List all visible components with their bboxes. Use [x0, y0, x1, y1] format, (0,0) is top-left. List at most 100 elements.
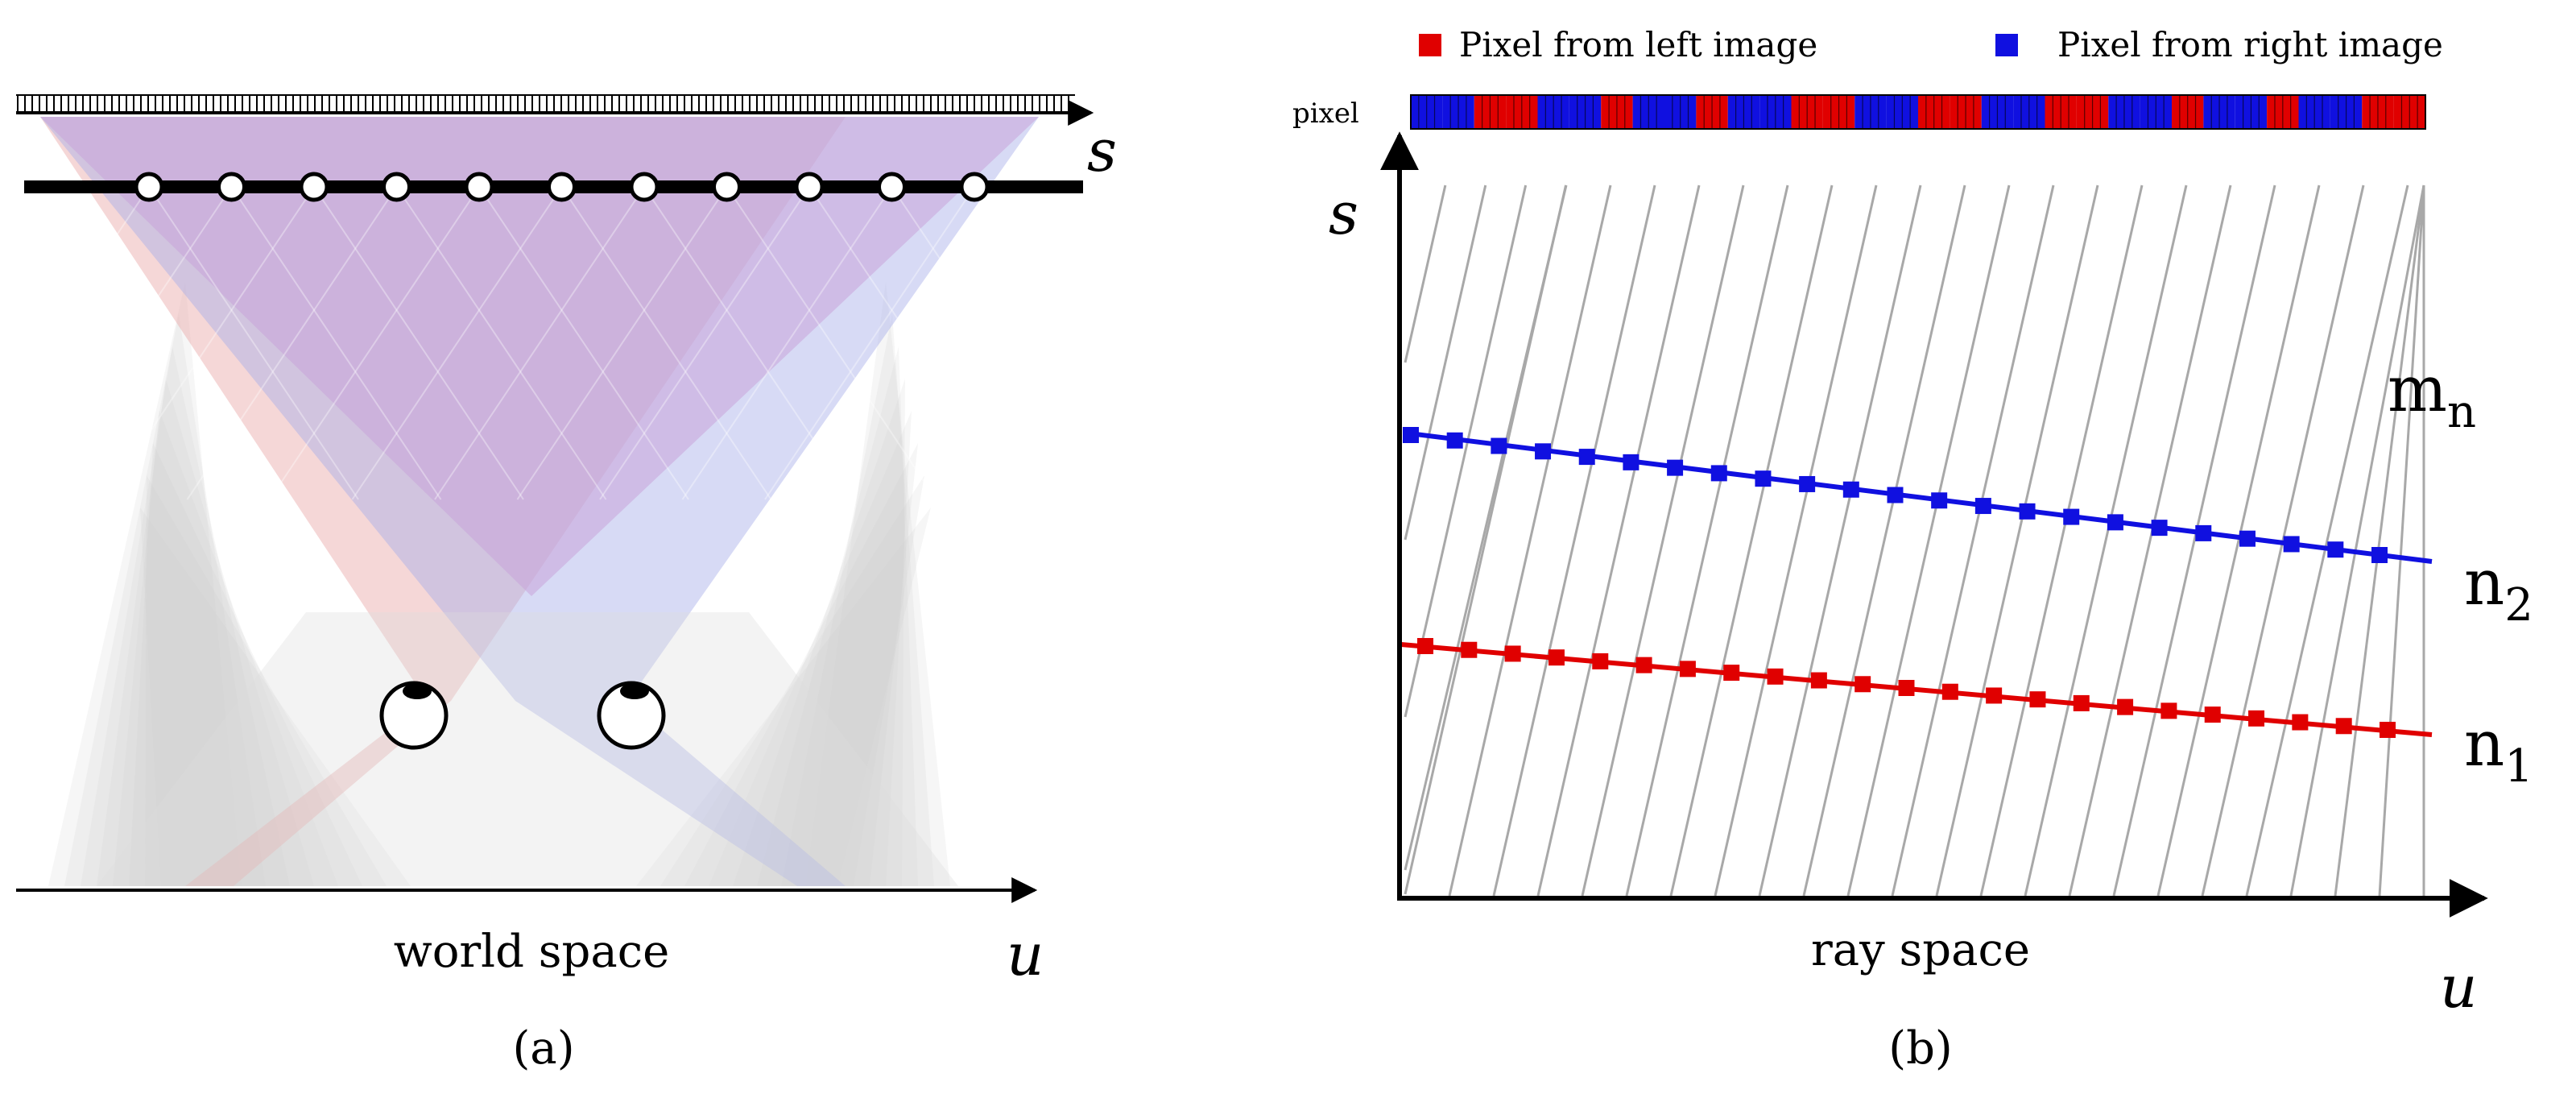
lattice-line [230, 186, 442, 500]
blue-marker [1842, 481, 1859, 498]
blue-marker [1623, 454, 1639, 470]
lattice-line [643, 186, 854, 500]
pinhole [547, 172, 577, 202]
blue-marker [1931, 492, 1948, 509]
lattice-line [313, 186, 524, 500]
label-n1: n1 [2464, 708, 2533, 793]
u-axis-label: u [1007, 921, 1044, 988]
gray-ray-left [97, 379, 314, 886]
gray-ray-line [1714, 184, 1878, 897]
blue-markers [1403, 427, 2388, 563]
red-marker [1941, 683, 1958, 700]
pinhole [959, 172, 990, 202]
gray-ray-line [2334, 184, 2425, 897]
gray-ray-left [81, 346, 290, 886]
ground-shade [97, 612, 958, 886]
blue-marker [2327, 541, 2344, 558]
gray-ray-right [757, 346, 918, 886]
gray-ray-line [1625, 184, 1789, 897]
lattice-line [269, 186, 480, 500]
line-n2 [1408, 431, 2433, 564]
gray-ray-line [1758, 184, 1922, 897]
panel-a-label: (a) [512, 1022, 574, 1075]
red-marker [2380, 722, 2396, 738]
red-marker [2335, 718, 2352, 735]
gray-ray-line [1846, 184, 2011, 897]
gray-ray-left [140, 508, 411, 886]
red-marker [1810, 672, 1827, 689]
red-marker [1504, 645, 1521, 662]
lattice-line [104, 186, 315, 500]
gray-ray-line [1802, 184, 1966, 897]
lattice-line [599, 186, 810, 500]
gray-ray-line [1448, 184, 1612, 897]
u-axis-label-b: u [2440, 953, 2477, 1021]
gray-ray-left [129, 443, 362, 886]
ray-space-caption: ray space [1811, 924, 2030, 976]
left-eye-icon [379, 681, 449, 750]
legend-left-swatch [1419, 34, 1441, 56]
gray-ray-line [1404, 184, 1447, 363]
red-marker [2029, 691, 2046, 708]
right-eye-icon [597, 681, 666, 750]
red-marker [1548, 649, 1565, 666]
pinhole [629, 172, 660, 202]
lattice-line [808, 186, 1019, 500]
lattice-line [764, 186, 975, 500]
legend-right-swatch [1995, 34, 2018, 56]
blue-marker [1578, 449, 1595, 466]
gray-ray-left [113, 411, 338, 886]
pinhole [464, 172, 494, 202]
gray-ray-line [1404, 184, 1487, 541]
gray-ray-line [1935, 184, 2099, 897]
blue-marker [2019, 503, 2036, 520]
lattice-line [351, 186, 563, 500]
pinhole [794, 172, 825, 202]
gray-ray-line [1669, 184, 1834, 897]
gray-ray-right [660, 475, 924, 886]
blue-marker [1446, 432, 1463, 449]
legend: Pixel from left image Pixel from right i… [1419, 25, 2443, 64]
gray-ray-fan [48, 282, 950, 886]
gray-ray-line [1404, 184, 1528, 718]
red-marker [1767, 668, 1784, 685]
blue-marker [1755, 470, 1772, 487]
world-space-caption: world space [394, 926, 669, 978]
panel-b-ray-space: Pixel from left image Pixel from right i… [1292, 25, 2533, 1075]
gray-ray-left [145, 475, 387, 886]
red-marker [1986, 687, 2003, 704]
s-axis-label: s [1087, 117, 1117, 184]
legend-right-label: Pixel from right image [2057, 25, 2443, 64]
blue-marker [2107, 514, 2123, 531]
overlap-region [40, 117, 1039, 596]
blue-marker [2371, 547, 2388, 563]
lattice-line [395, 186, 607, 500]
red-marker [1461, 641, 1478, 658]
blue-marker [2151, 520, 2168, 537]
red-marker [2248, 710, 2265, 727]
gray-ray-line [2024, 184, 2188, 897]
label-n2: n2 [2464, 547, 2533, 632]
blue-marker [2283, 536, 2300, 553]
pinholes [134, 172, 990, 202]
red-marker [1592, 653, 1609, 669]
label-mn: mn [2388, 354, 2476, 438]
lattice-line [434, 186, 645, 500]
gray-ray-right [805, 282, 950, 886]
red-marker [1854, 676, 1871, 693]
pinhole [382, 172, 411, 202]
blue-marker [1535, 443, 1552, 460]
pinhole [134, 172, 164, 202]
gray-ray-line [1581, 184, 1745, 897]
red-marker [2160, 702, 2177, 719]
gray-ray-line [2112, 184, 2276, 897]
gray-ray-line [1536, 184, 1701, 897]
pixel-bar-label: pixel [1292, 97, 1359, 130]
gray-ray-right [684, 443, 918, 886]
gray-ray-line [2156, 184, 2321, 897]
blue-marker [1799, 475, 1816, 492]
pixel-bar-border [1410, 94, 2426, 130]
gray-ray-line [2068, 184, 2232, 897]
blue-marker [1974, 498, 1991, 515]
red-markers [1417, 638, 2396, 738]
